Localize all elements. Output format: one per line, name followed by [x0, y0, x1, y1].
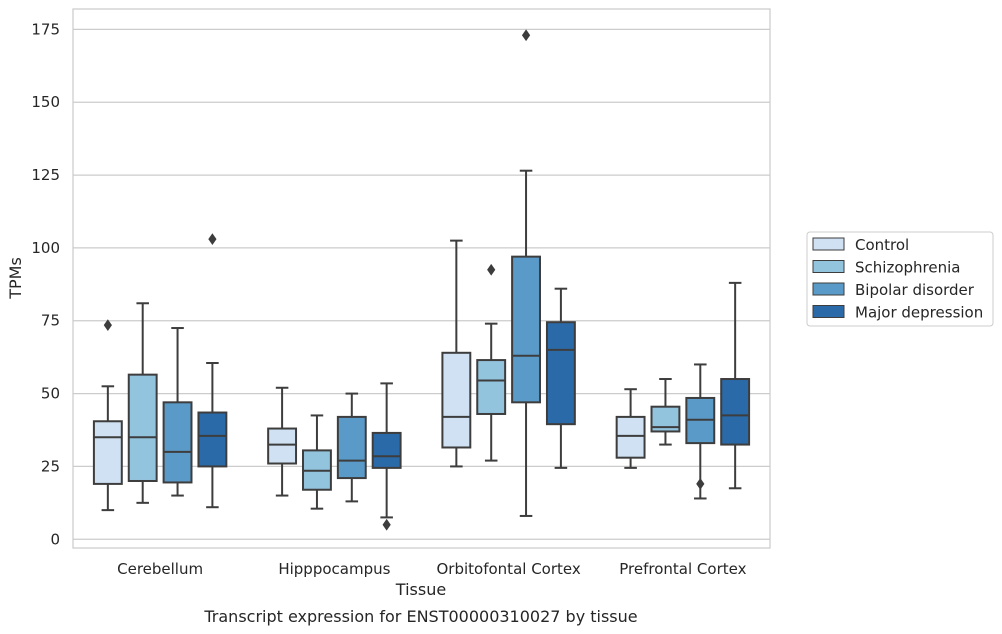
- box-control: [615, 388, 646, 469]
- box-major-depression: [545, 287, 576, 469]
- legend: Control Schizophrenia Bipolar disorder Majo…: [806, 231, 994, 327]
- box-schizophrenia: [650, 378, 681, 446]
- legend-swatch: [812, 305, 845, 318]
- box-schizophrenia: [127, 302, 158, 504]
- box-bipolar-disorder: [162, 327, 193, 497]
- x-tick-label: Hipppocampus: [278, 560, 390, 578]
- legend-label: Schizophrenia: [855, 259, 960, 277]
- outlier-point: [487, 263, 496, 276]
- outlier-point: [696, 478, 705, 490]
- y-tick-label: 175: [31, 20, 60, 38]
- outlier-point: [103, 319, 112, 331]
- y-tick-label: 50: [41, 385, 60, 403]
- y-tick-label: 75: [41, 312, 60, 330]
- legend-swatch: [812, 260, 845, 273]
- boxes: [92, 29, 751, 531]
- legend-swatch: [812, 237, 845, 251]
- box-bipolar-disorder: [511, 29, 541, 517]
- y-tick-label: 0: [50, 530, 60, 548]
- x-axis-title: Tissue: [395, 580, 446, 599]
- box-bipolar-disorder: [685, 363, 716, 500]
- plot-area: [72, 8, 771, 549]
- y-tick-label: 100: [31, 239, 60, 257]
- box-control: [267, 386, 298, 497]
- outlier-point: [208, 233, 217, 246]
- box-iqr: [615, 415, 646, 459]
- box-schizophrenia: [476, 263, 507, 462]
- y-tick-label: 25: [41, 457, 60, 475]
- x-tick-label: Cerebellum: [117, 560, 203, 578]
- box-iqr: [476, 359, 507, 415]
- box-bipolar-disorder: [336, 392, 367, 503]
- legend-label: Bipolar disorder: [855, 281, 975, 299]
- box-iqr: [127, 373, 158, 482]
- box-control: [92, 319, 123, 512]
- box-iqr: [162, 401, 193, 484]
- box-major-depression: [720, 281, 751, 490]
- box-iqr: [197, 411, 228, 468]
- y-tick-label: 125: [31, 166, 60, 184]
- box-major-depression: [197, 233, 228, 509]
- legend-frame: [806, 231, 994, 327]
- box-iqr: [441, 351, 472, 449]
- chart-caption: Transcript expression for ENST0000031002…: [203, 607, 637, 626]
- y-tick-label: 150: [31, 93, 60, 111]
- box-iqr: [371, 431, 402, 469]
- box-iqr: [720, 378, 751, 446]
- box-iqr: [267, 427, 298, 465]
- y-axis-title: TPMs: [6, 257, 25, 300]
- legend-label: Major depression: [855, 304, 983, 322]
- y-tick-labels: 0 25 50 75 100 125 150 175: [31, 20, 60, 548]
- box-schizophrenia: [302, 414, 332, 510]
- box-iqr: [336, 415, 367, 480]
- x-tick-label: Prefrontal Cortex: [619, 560, 746, 578]
- legend-label: Control: [855, 236, 909, 254]
- outlier-point: [382, 518, 391, 531]
- outlier-point: [521, 29, 531, 42]
- box-control: [441, 239, 472, 468]
- legend-swatch: [812, 282, 845, 296]
- x-tick-label: Orbitofontal Cortex: [437, 560, 581, 578]
- box-iqr: [92, 420, 123, 485]
- x-tick-labels: Cerebellum Hipppocampus Orbitofontal Corte…: [117, 560, 746, 578]
- box-iqr: [511, 255, 541, 404]
- box-major-depression: [371, 382, 402, 531]
- box-iqr: [545, 321, 576, 426]
